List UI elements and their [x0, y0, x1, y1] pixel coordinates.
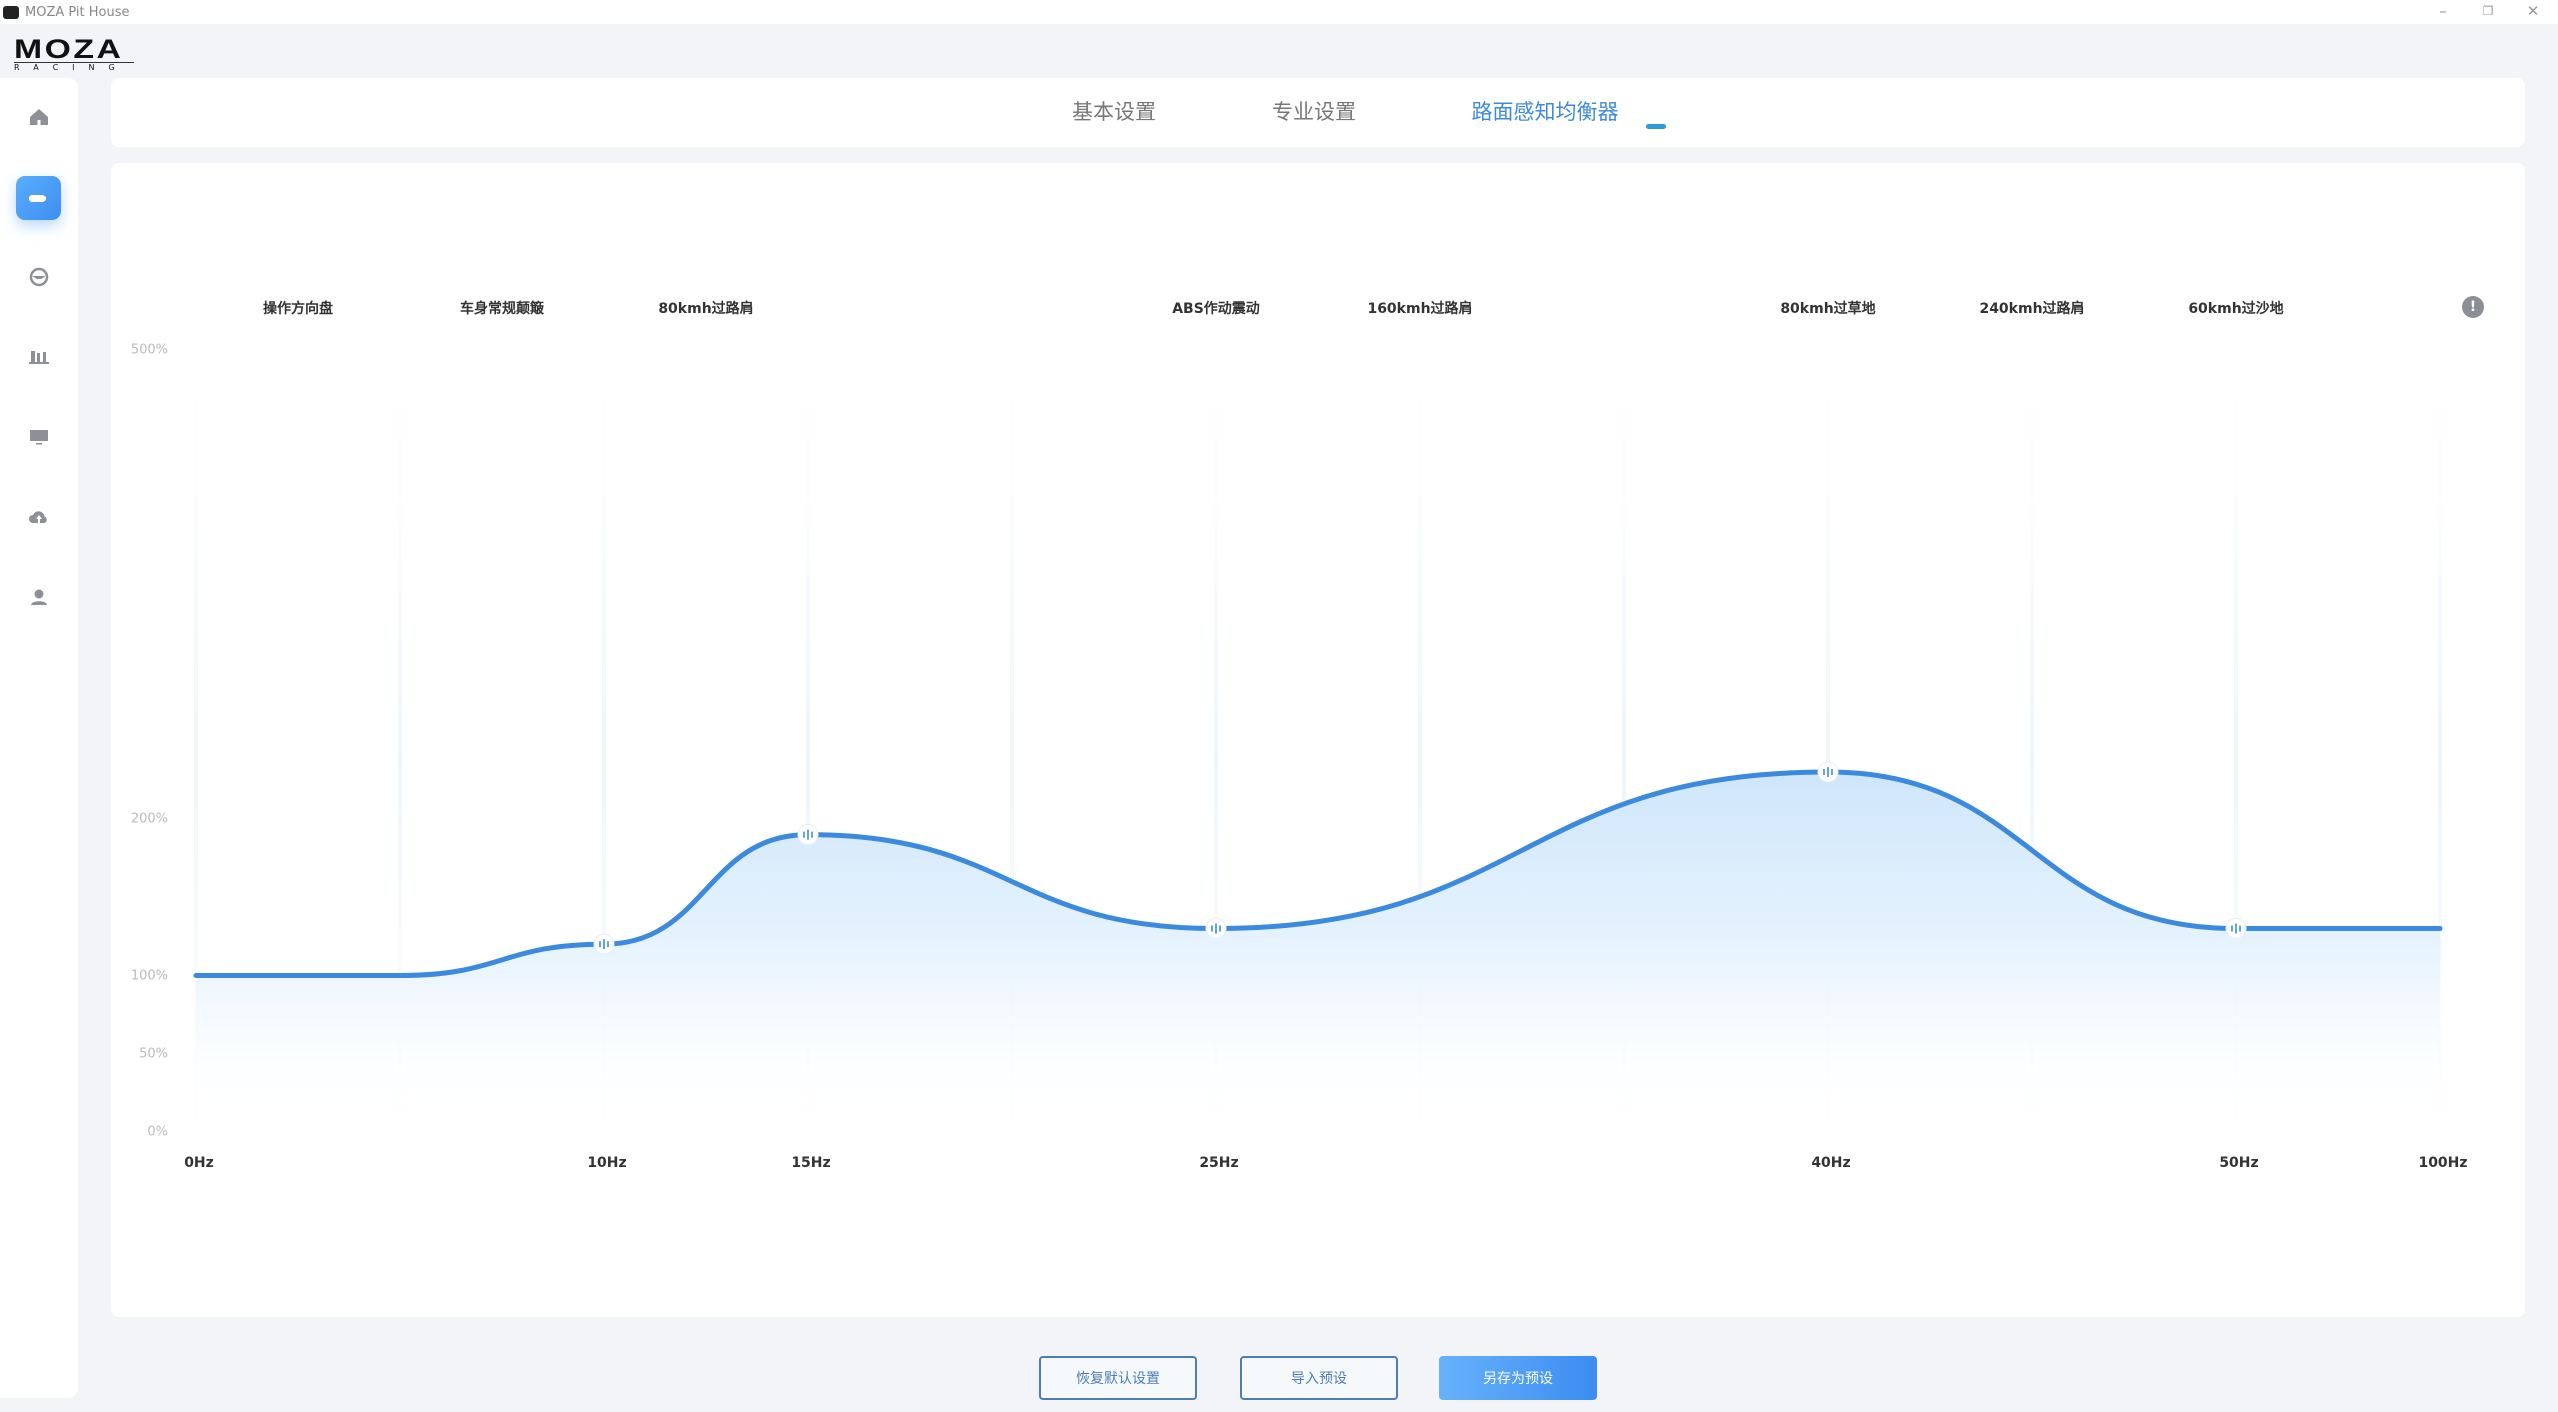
tab-basic-settings[interactable]: 基本设置: [1072, 100, 1156, 124]
grid-line: [1010, 380, 1014, 1140]
sidebar-item-dashboard[interactable]: [16, 415, 61, 459]
window-title: MOZA Pit House: [25, 4, 130, 20]
band-label: 60kmh过沙地: [2188, 301, 2284, 317]
cloud-upload-icon: [28, 511, 47, 523]
grid-line: [602, 380, 606, 1140]
band-label: 160kmh过路肩: [1367, 301, 1473, 317]
grid-line: [1622, 380, 1626, 1140]
restore-button[interactable]: ❐: [2482, 4, 2494, 18]
steering-wheel-icon: [29, 267, 48, 287]
y-tick-label: 100%: [130, 968, 168, 983]
reset-defaults-button[interactable]: 恢复默认设置: [1039, 1356, 1197, 1400]
x-tick-label: 15Hz: [791, 1155, 831, 1171]
logo-subtext: RACING: [14, 62, 134, 72]
equalizer-card: [111, 163, 2525, 1317]
band-label: 80kmh过草地: [1780, 301, 1876, 317]
import-preset-button[interactable]: 导入预设: [1240, 1356, 1398, 1400]
y-tick-label: 200%: [130, 811, 168, 827]
title-bar: MOZA Pit House – ❐ ✕: [0, 0, 2558, 24]
band-label: 240kmh过路肩: [1979, 301, 2085, 317]
save-as-preset-button[interactable]: 另存为预设: [1439, 1356, 1597, 1400]
grid-line: [194, 380, 198, 1140]
user-icon: [30, 589, 47, 605]
grid-line: [398, 380, 402, 1140]
equalizer-curve: [193, 769, 2443, 979]
grid-line: [2438, 380, 2442, 1140]
active-tab-indicator: [1646, 124, 1666, 129]
sidebar-item-cloud[interactable]: [16, 495, 61, 539]
x-tick-label: 100Hz: [2418, 1155, 2468, 1171]
app-icon: [3, 5, 19, 19]
band-label: 操作方向盘: [263, 301, 333, 317]
x-tick-label: 0Hz: [184, 1155, 214, 1171]
wheelbase-icon: [28, 195, 46, 202]
sidebar-item-pedals[interactable]: [16, 335, 61, 379]
grid-line: [1826, 380, 1830, 1140]
grid-line: [2030, 380, 2034, 1140]
curve-fill-area: [196, 772, 2440, 1110]
tab-advanced-settings[interactable]: 专业设置: [1272, 100, 1356, 124]
dashboard-display-icon: [29, 430, 48, 445]
y-tick-label: 0%: [147, 1124, 168, 1140]
x-tick-label: 10Hz: [587, 1155, 627, 1171]
close-button[interactable]: ✕: [2526, 2, 2540, 20]
sidebar: [0, 78, 78, 1398]
band-label: ABS作动震动: [1172, 301, 1260, 317]
y-tick-label: 50%: [139, 1046, 168, 1062]
band-label: 车身常规颠簸: [460, 301, 544, 317]
logo-text: MOZA: [14, 34, 124, 64]
info-icon[interactable]: !: [2462, 296, 2484, 318]
home-icon: [29, 109, 48, 125]
tab-road-sensitivity-equalizer[interactable]: 路面感知均衡器: [1471, 100, 1619, 124]
grid-line: [1418, 380, 1422, 1140]
x-tick-label: 40Hz: [1811, 1155, 1851, 1171]
sidebar-item-steering-wheel[interactable]: [16, 255, 61, 299]
sidebar-item-user[interactable]: [16, 575, 61, 619]
grid-line: [2234, 380, 2238, 1140]
moza-logo: MOZA RACING: [14, 36, 134, 72]
pedals-icon: [28, 351, 49, 364]
x-tick-label: 25Hz: [1199, 1155, 1239, 1171]
sidebar-item-wheelbase[interactable]: [16, 176, 61, 220]
y-tick-label: 500%: [130, 342, 168, 357]
band-label: 80kmh过路肩: [658, 301, 754, 317]
tab-bar: 基本设置 专业设置 路面感知均衡器: [111, 78, 2525, 147]
minimize-button[interactable]: –: [2439, 2, 2447, 20]
grid-line: [1214, 380, 1218, 1140]
sidebar-item-home[interactable]: [16, 95, 61, 139]
grid-line: [806, 380, 810, 1140]
x-tick-label: 50Hz: [2219, 1155, 2259, 1171]
